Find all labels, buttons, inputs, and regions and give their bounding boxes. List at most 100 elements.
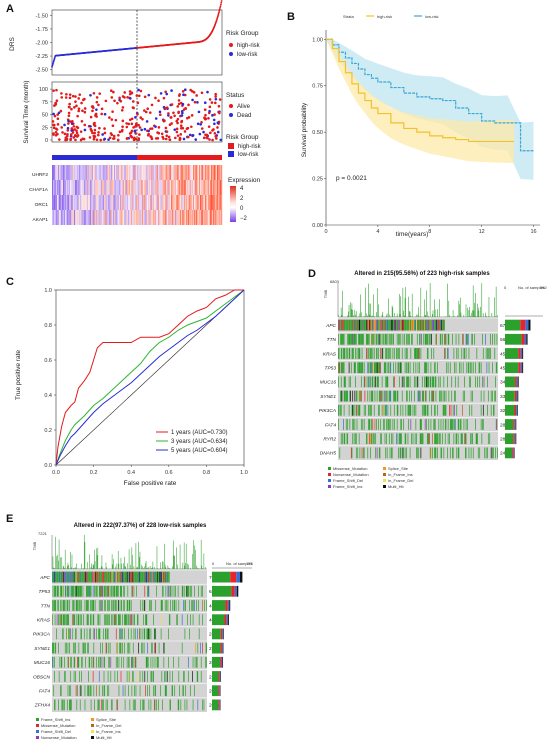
heatmap-cell [205,210,207,225]
onco-gene-label: TP53 [39,589,51,595]
onco-cell [370,433,372,445]
onco-cell [472,333,473,345]
onco-cell [397,433,399,445]
survival-point [64,96,68,99]
onco-cell [343,433,345,445]
onco-cell [98,699,100,711]
onco-cell [86,585,88,597]
onco-cell [68,585,69,597]
onco-cell [367,447,369,459]
onco-cell [494,333,496,345]
onco-cell [396,319,397,331]
tmb-bar [452,310,454,317]
onco-cell [204,656,206,668]
heatmap-cell [192,180,194,195]
heatmap-cell [112,195,114,210]
tmb-bar [177,564,178,569]
onco-cell [58,585,59,597]
heatmap-cell [212,180,214,195]
onco-cell [355,319,357,331]
onco-cell [62,699,64,711]
onco-cell [355,319,356,331]
onco-cell [67,600,69,611]
onco-side-bar [218,685,220,697]
onco-cell [376,362,377,374]
onco-cell [67,585,69,597]
survival-point [143,127,147,131]
onco-cell [155,628,157,640]
onco-cell [121,600,123,611]
onco-cell [90,614,91,626]
onco-cell [151,642,152,654]
onco-cell [406,390,407,402]
onco-cell [196,600,197,611]
heatmap-cell [72,210,74,225]
heatmap-cell [88,165,90,180]
onco-cell [365,404,366,416]
heatmap-cell [55,210,57,225]
tmb-bar [378,304,379,317]
onco-cell [346,319,348,331]
onco-cell [368,419,370,430]
onco-cell [119,614,120,626]
survival-point [83,110,87,114]
onco-cell [164,571,166,583]
onco-cell [128,571,129,583]
survival-point [68,105,71,109]
onco-cell [422,390,424,402]
survival-point [136,112,139,116]
status-legend-dead: Dead [237,113,251,119]
onco-cell [134,571,135,583]
onco-cell [132,585,133,597]
onco-cell [149,628,150,640]
onco-cell [109,600,110,611]
heatmap-cell [94,195,96,210]
onco-cell [495,390,496,402]
heatmap-cell [150,180,152,195]
onco-cell [350,390,351,402]
group-legend-low-swatch [228,151,234,157]
tmb-bar [87,562,88,569]
onco-cell [154,571,156,583]
onco-cell [106,585,108,597]
onco-cell [435,390,437,402]
heatmap-cell [146,195,148,210]
tmb-bar [182,562,184,569]
heatmap-cell [164,165,166,180]
onco-cell [388,419,389,430]
onco-cell [474,333,476,345]
onco-cell [480,404,482,416]
tmb-bar [475,293,476,317]
onco-cell [168,585,169,597]
onco-cell [100,571,101,583]
onco-cell [56,585,58,597]
tmb-bar [151,567,153,569]
onco-cell [448,333,450,345]
onco-cell [54,571,55,583]
onco-cell [172,685,174,697]
heatmap-cell [217,210,219,225]
heatmap-cell [165,210,167,225]
onco-cell [60,571,62,583]
onco-cell [61,699,63,711]
heatmap-cell [179,210,181,225]
heatmap-cell [216,180,218,195]
heatmap-cell [200,195,202,210]
heatmap-cell [154,165,156,180]
onco-side-bar [514,447,515,459]
heatmap-cell [190,195,192,210]
onco-cell [366,433,368,445]
onco-cell [167,600,169,611]
onco-cell [369,319,371,331]
onco-cell [98,614,99,626]
tmb-bar [96,555,98,569]
onco-cell [189,600,191,611]
onco-cell [457,447,459,459]
onco-cell [438,319,440,331]
onco-cell [150,699,152,711]
onco-cell [377,319,379,331]
onco-cell [479,376,481,388]
heatmap-cell [91,180,93,195]
onco-cell [80,628,82,640]
